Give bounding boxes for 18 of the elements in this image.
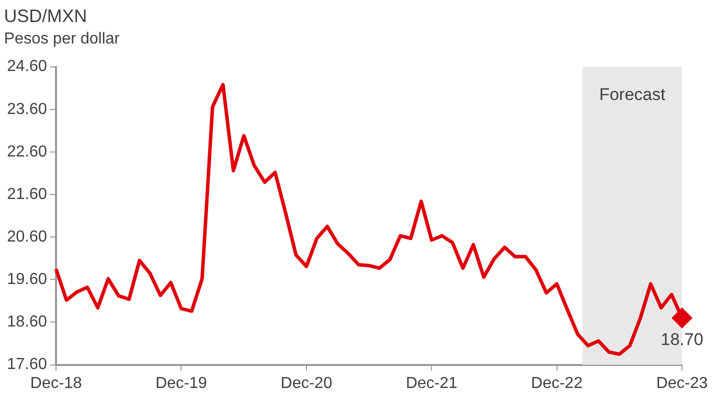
y-tick-label: 20.60 <box>6 228 48 246</box>
y-tick-label: 19.60 <box>6 271 48 288</box>
y-tick-label: 23.60 <box>6 100 48 118</box>
band-label: Forecast <box>599 84 666 104</box>
x-tick-label: Dec-18 <box>30 374 82 392</box>
y-tick-label: 22.60 <box>6 143 48 160</box>
x-tick-label: Dec-20 <box>280 374 332 392</box>
y-tick-label: 18.60 <box>6 314 48 331</box>
y-tick-label: 17.60 <box>6 356 48 374</box>
x-tick-label: Dec-21 <box>406 374 458 392</box>
x-tick-label: Dec-19 <box>155 374 208 392</box>
x-tick-label: Dec-23 <box>656 374 708 392</box>
data-label: 18.70 <box>660 330 704 350</box>
chart-title: USD/MXN <box>4 6 88 26</box>
y-tick-label: 24.60 <box>6 58 48 76</box>
y-tick-label: 21.60 <box>6 186 48 203</box>
x-tick-label: Dec-22 <box>531 374 583 392</box>
chart-subtitle: Pesos per dollar <box>4 30 120 48</box>
